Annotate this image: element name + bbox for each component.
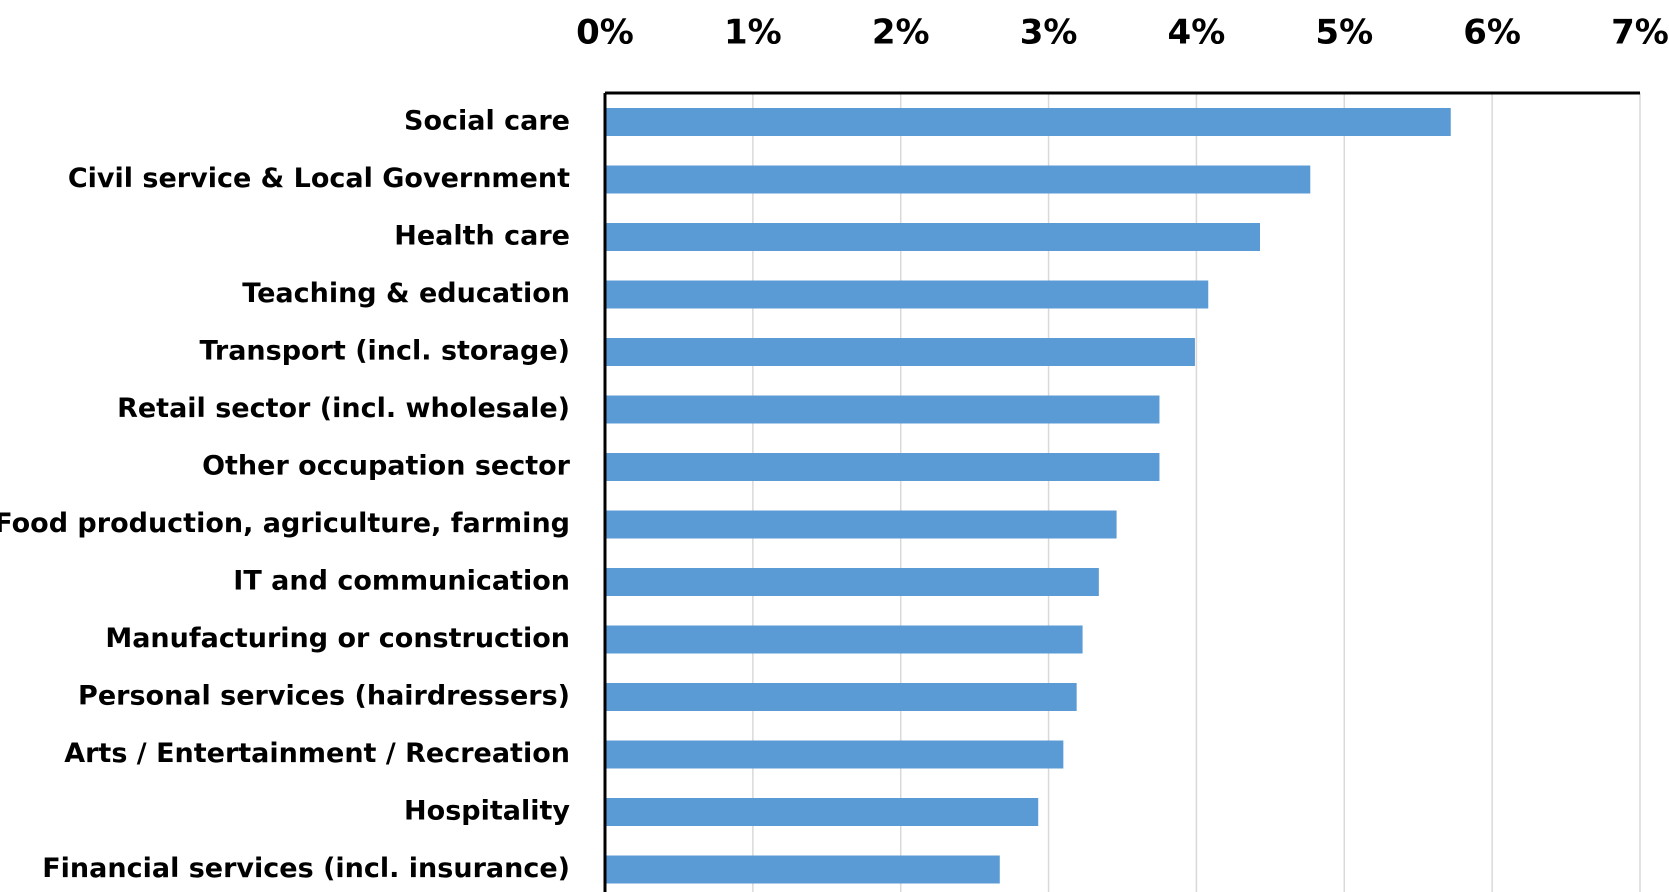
x-tick-label: 0% <box>576 13 634 53</box>
x-tick-label: 2% <box>872 13 930 53</box>
gridlines <box>752 93 1641 892</box>
category-label: Financial services (incl. insurance) <box>42 853 570 884</box>
bar <box>605 510 1117 539</box>
x-tick-label: 1% <box>724 13 782 53</box>
x-tick-label: 3% <box>1020 13 1078 53</box>
category-label: Teaching & education <box>242 278 570 309</box>
axes <box>603 91 1640 892</box>
x-tick-label: 6% <box>1463 13 1521 53</box>
bar <box>605 165 1311 194</box>
category-label: Food production, agriculture, farming <box>0 508 570 539</box>
x-tick-label: 5% <box>1315 13 1373 53</box>
category-label: Health care <box>394 221 570 252</box>
bar <box>605 338 1195 366</box>
category-label: Personal services (hairdressers) <box>78 681 570 712</box>
bar <box>605 625 1083 654</box>
bar <box>605 568 1099 596</box>
x-tick-label: 7% <box>1611 13 1669 53</box>
bar <box>605 798 1039 826</box>
category-label: Retail sector (incl. wholesale) <box>117 393 570 424</box>
bar <box>605 223 1261 251</box>
x-tick-label: 4% <box>1168 13 1226 53</box>
bar <box>605 395 1160 424</box>
category-label: Social care <box>404 106 570 137</box>
bar <box>605 280 1209 309</box>
bar <box>605 855 1000 884</box>
bar <box>605 108 1451 136</box>
category-label: Hospitality <box>404 796 570 827</box>
bars <box>605 108 1451 884</box>
bar <box>605 683 1077 711</box>
category-labels: Social care Civil service & Local Governm… <box>0 106 571 885</box>
category-label: Other occupation sector <box>202 451 571 482</box>
bar <box>605 740 1064 769</box>
category-label: IT and communication <box>233 566 570 597</box>
category-label: Civil service & Local Government <box>68 163 570 194</box>
x-tick-labels: 0% 1% 2% 3% 4% 5% 6% 7% <box>576 13 1669 53</box>
category-label: Manufacturing or construction <box>105 623 570 654</box>
bar <box>605 453 1160 481</box>
category-label: Transport (incl. storage) <box>199 336 570 367</box>
category-label: Arts / Entertainment / Recreation <box>64 738 570 769</box>
